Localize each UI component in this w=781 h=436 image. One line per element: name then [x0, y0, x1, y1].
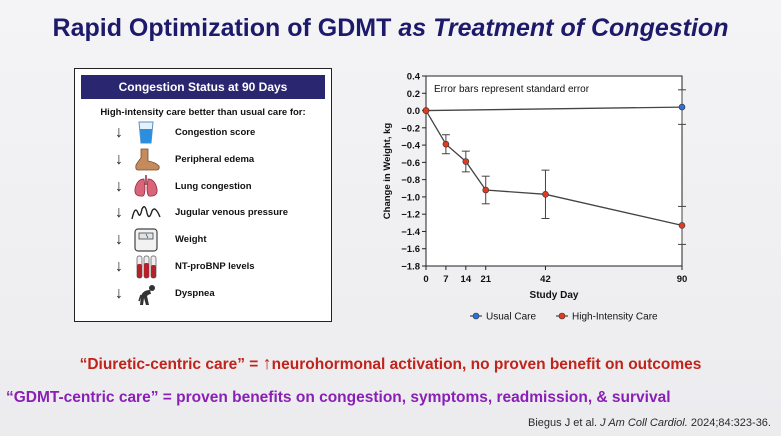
item-label: Jugular venous pressure [175, 207, 288, 219]
citation-authors: Biegus J et al. [528, 417, 598, 429]
congestion-status-panel: Congestion Status at 90 Days High-intens… [74, 68, 332, 322]
y-tick-label: −1.0 [401, 192, 420, 203]
citation: Biegus J et al. J Am Coll Cardiol. 2024;… [528, 417, 771, 429]
y-tick-label: −1.2 [401, 210, 420, 221]
title-main: Rapid Optimization of GDMT [52, 14, 392, 42]
data-point [462, 158, 470, 165]
item-label: Peripheral edema [175, 153, 255, 165]
title-italic: as Treatment of Congestion [398, 14, 729, 42]
data-point [542, 191, 549, 198]
y-tick-label: 0.2 [407, 89, 420, 100]
x-tick-label: 0 [423, 274, 428, 285]
citation-journal: J Am Coll Cardiol. [600, 417, 688, 429]
legend-label: Usual Care [486, 312, 536, 323]
panel-subheader: High-intensity care better than usual ca… [100, 107, 306, 118]
down-arrow-icon: ↓ [115, 150, 123, 168]
x-tick-label: 21 [480, 274, 491, 285]
breathless-person-icon [138, 284, 155, 305]
diuretic-text-start: “Diuretic-centric care” = [79, 356, 259, 373]
blood-tubes-icon [136, 255, 157, 279]
scale-icon [134, 228, 158, 252]
y-tick-label: 0.4 [407, 72, 421, 83]
foot-icon [135, 148, 160, 171]
diuretic-statement: “Diuretic-centric care” = ↑neurohormonal… [0, 353, 781, 374]
item-label: Dyspnea [175, 287, 215, 299]
x-tick-label: 42 [540, 274, 551, 285]
list-item: ↓ NT-proBNP levels [75, 255, 331, 282]
data-point [442, 140, 450, 148]
plot-frame [425, 75, 683, 267]
down-arrow-icon: ↓ [115, 231, 123, 249]
legend-label: High-Intensity Care [572, 312, 658, 323]
list-item: ↓ Dyspnea [75, 282, 331, 309]
down-arrow-icon: ↓ [115, 177, 123, 195]
data-point [482, 186, 490, 194]
y-tick-label: −1.6 [401, 244, 420, 255]
series-line [425, 110, 683, 227]
down-arrow-icon: ↓ [115, 204, 123, 222]
water-glass-icon [138, 121, 154, 144]
series-line [425, 106, 683, 112]
y-tick-label: −1.8 [401, 262, 420, 273]
item-label: NT-proBNP levels [175, 260, 255, 272]
y-tick-label: 0.0 [407, 106, 420, 117]
data-point [422, 107, 430, 114]
legend-marker [558, 312, 566, 320]
waveform-icon [131, 206, 161, 220]
x-tick-label: 14 [461, 274, 472, 285]
outcome-list: ↓ Congestion score ↓ Peripheral edema ↓ … [75, 121, 331, 309]
list-item: ↓ Congestion score [75, 121, 331, 148]
list-item: ↓ Peripheral edema [75, 148, 331, 175]
citation-volume: 2024;84:323-36. [690, 417, 771, 429]
list-item: ↓ Jugular venous pressure [75, 201, 331, 228]
lungs-icon [134, 174, 158, 197]
x-tick-label: 7 [443, 274, 448, 285]
y-tick-label: −0.8 [401, 175, 420, 186]
y-axis-label: Change in Weight, kg [382, 123, 393, 220]
y-tick-label: −0.2 [401, 123, 420, 134]
up-arrow-icon: ↑ [262, 353, 272, 373]
slide-title: Rapid Optimization of GDMT as Treatment … [0, 14, 781, 43]
weight-change-chart: Error bars represent standard error 0.4 0.… [382, 72, 688, 323]
y-tick-label: −0.6 [401, 158, 420, 169]
gdmt-statement: “GDMT-centric care” = proven benefits on… [6, 389, 671, 406]
list-item: ↓ Weight [75, 228, 331, 255]
legend-marker [472, 312, 480, 320]
item-label: Congestion score [175, 127, 256, 138]
down-arrow-icon: ↓ [115, 284, 123, 302]
down-arrow-icon: ↓ [115, 257, 123, 275]
data-point [678, 103, 686, 111]
x-tick-label: 90 [677, 274, 688, 285]
chart-annotation: Error bars represent standard error [434, 84, 590, 95]
diuretic-text-end: neurohormonal activation, no proven bene… [271, 356, 702, 373]
item-label: Weight [175, 234, 207, 246]
data-point [678, 222, 686, 229]
item-label: Lung congestion [175, 180, 252, 192]
y-tick-label: −0.4 [401, 141, 420, 152]
x-axis-label: Study Day [530, 290, 579, 301]
y-tick-label: −1.4 [401, 227, 420, 238]
down-arrow-icon: ↓ [115, 124, 123, 141]
list-item: ↓ Lung congestion [75, 174, 331, 202]
panel-header: Congestion Status at 90 Days [81, 75, 325, 99]
